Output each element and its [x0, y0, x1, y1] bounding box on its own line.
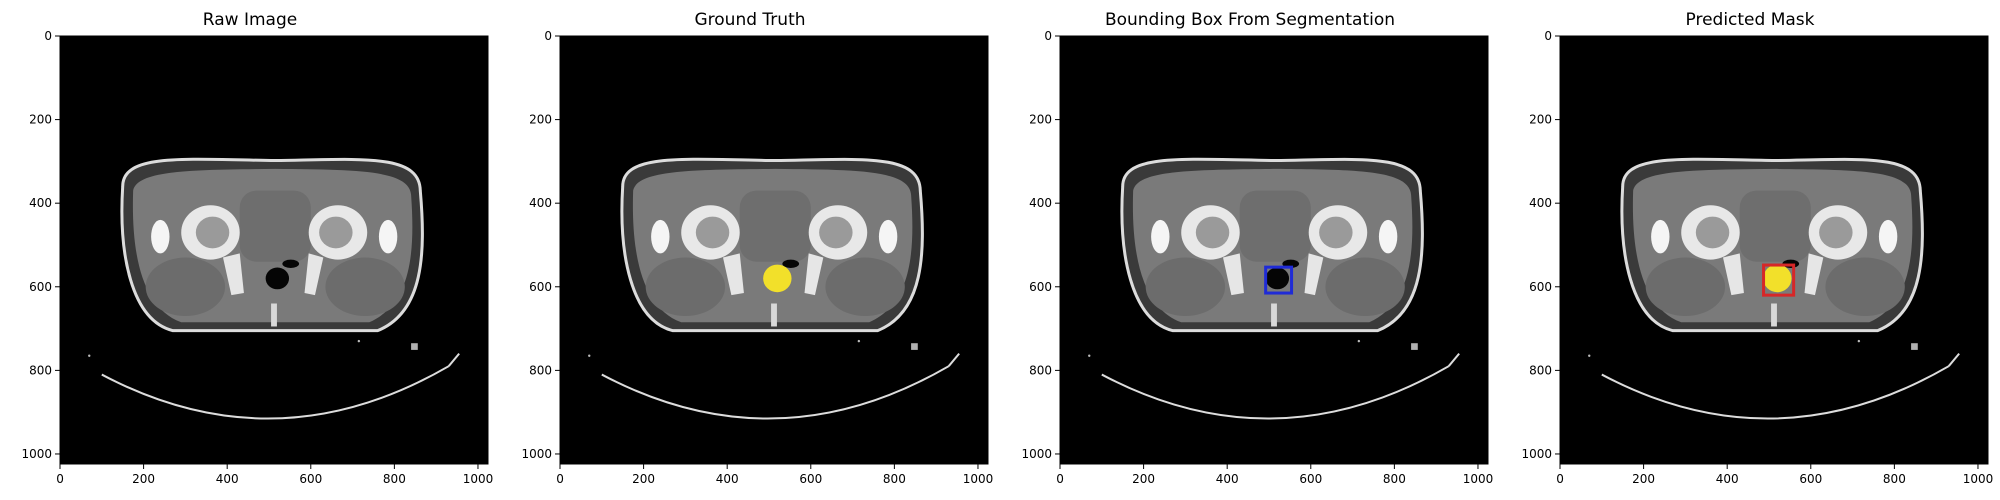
x-tick-label: 1000 [463, 472, 494, 486]
plot-svg: 0 200 400 600 800 1000 0 200 400 600 800 1000 [1021, 29, 1493, 486]
x-tick-label: 800 [883, 472, 906, 486]
y-tick-label: 800 [529, 363, 552, 377]
y-tick-label: 0 [544, 29, 552, 43]
x-tick-label: 200 [1632, 472, 1655, 486]
x-tick-label: 600 [799, 472, 822, 486]
plot-svg: 0 200 400 600 800 1000 0 200 400 600 800 1000 [521, 29, 993, 486]
plot-svg: 0 200 400 600 800 1000 0 200 400 600 800 1000 [1521, 29, 1993, 486]
y-tick-label: 1000 [21, 447, 52, 461]
y-tick-label: 800 [1029, 363, 1052, 377]
x-tick-label: 600 [1799, 472, 1822, 486]
predicted-bounding-box [1762, 263, 1796, 297]
ct-scan-image [588, 157, 960, 420]
ct-scan-image [88, 157, 460, 420]
y-tick-label: 1000 [1021, 447, 1052, 461]
y-tick-label: 400 [1029, 196, 1052, 210]
panel-bounding-box: Bounding Box From Segmentation 0 200 400 60… [1000, 0, 1500, 500]
image-plot: 0 200 400 600 800 1000 0 200 400 600 800 1000 [521, 29, 993, 486]
panel-raw-image: Raw Image 0 200 400 600 800 1000 0 200 400 600 800… [0, 0, 500, 500]
axes-frame [59, 35, 489, 465]
y-tick-label: 600 [29, 280, 52, 294]
x-tick-label: 400 [1716, 472, 1739, 486]
panel-title: Bounding Box From Segmentation [1104, 10, 1396, 30]
y-tick-label: 0 [1044, 29, 1052, 43]
x-tick-label: 400 [216, 472, 239, 486]
panel-predicted-mask: Predicted Mask 0 200 400 600 800 1000 0 200 400 6… [1500, 0, 2000, 500]
panel-ground-truth: Ground Truth 0 200 400 600 800 1000 0 200 400 600… [500, 0, 1000, 500]
panel-title: Predicted Mask [1685, 10, 1815, 30]
y-tick-label: 0 [44, 29, 52, 43]
y-tick-label: 600 [1529, 280, 1552, 294]
x-tick-label: 200 [1132, 472, 1155, 486]
x-tick-label: 800 [1383, 472, 1406, 486]
x-tick-label: 600 [299, 472, 322, 486]
ct-scan-image [1588, 157, 1960, 420]
segmentation-mask [763, 264, 792, 293]
image-plot: 0 200 400 600 800 1000 0 200 400 600 800 1000 [21, 29, 493, 486]
axes-frame [1559, 35, 1989, 465]
x-tick-label: 800 [383, 472, 406, 486]
x-tick-label: 400 [1216, 472, 1239, 486]
y-tick-label: 200 [529, 113, 552, 127]
bounding-box [1264, 265, 1294, 295]
y-tick-label: 600 [1029, 280, 1052, 294]
x-tick-label: 1000 [1963, 472, 1994, 486]
x-tick-label: 1000 [1463, 472, 1494, 486]
plot-svg: 0 200 400 600 800 1000 0 200 400 600 800 1000 [21, 29, 493, 486]
y-tick-label: 400 [1529, 196, 1552, 210]
x-tick-label: 0 [556, 472, 564, 486]
y-tick-label: 600 [529, 280, 552, 294]
image-plot: 0 200 400 600 800 1000 0 200 400 600 800 1000 [1521, 29, 1993, 486]
segmentation-mask [1763, 264, 1792, 293]
y-tick-label: 1000 [1521, 447, 1552, 461]
x-tick-label: 200 [632, 472, 655, 486]
y-tick-label: 400 [29, 196, 52, 210]
x-tick-label: 200 [132, 472, 155, 486]
x-tick-label: 1000 [963, 472, 994, 486]
y-tick-label: 200 [1029, 113, 1052, 127]
y-tick-label: 1000 [521, 447, 552, 461]
x-tick-label: 600 [1299, 472, 1322, 486]
panel-title: Ground Truth [694, 10, 806, 30]
axes-frame [1059, 35, 1489, 465]
x-tick-label: 0 [1056, 472, 1064, 486]
y-tick-label: 200 [29, 113, 52, 127]
panel-title: Raw Image [202, 10, 298, 30]
y-tick-label: 800 [1529, 363, 1552, 377]
ct-scan-image [1088, 157, 1460, 420]
y-tick-label: 0 [1544, 29, 1552, 43]
y-tick-label: 400 [529, 196, 552, 210]
y-tick-label: 200 [1529, 113, 1552, 127]
axes-frame [559, 35, 989, 465]
y-tick-label: 800 [29, 363, 52, 377]
x-tick-label: 800 [1883, 472, 1906, 486]
x-tick-label: 400 [716, 472, 739, 486]
image-plot: 0 200 400 600 800 1000 0 200 400 600 800 1000 [1021, 29, 1493, 486]
x-tick-label: 0 [1556, 472, 1564, 486]
x-tick-label: 0 [56, 472, 64, 486]
